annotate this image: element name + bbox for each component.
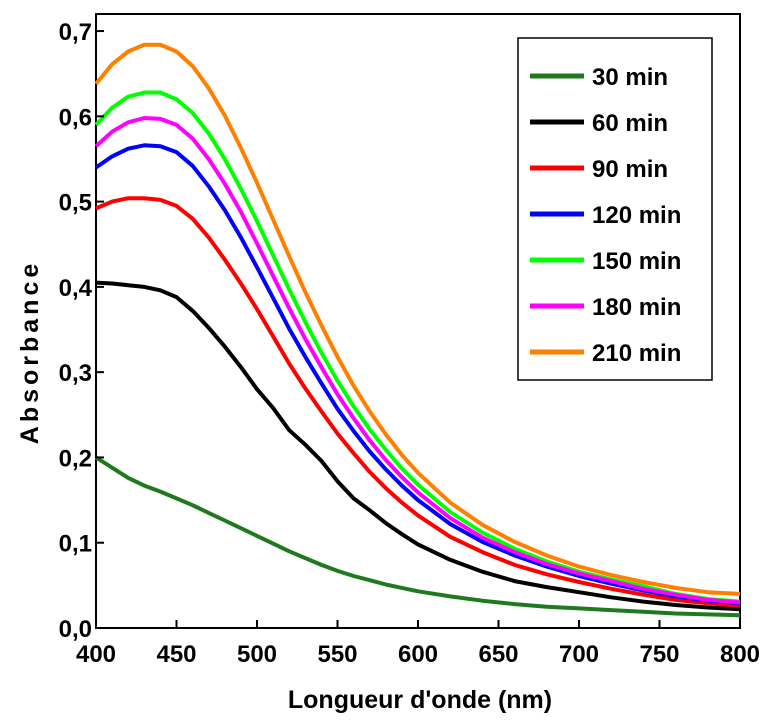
legend-label: 30 min (592, 64, 668, 91)
legend-box (517, 37, 713, 381)
series-line-90-min (95, 196, 741, 608)
x-tick-label: 450 (156, 641, 196, 668)
series-line-210-min (94, 42, 741, 596)
x-tick-label: 400 (76, 641, 116, 668)
legend-label: 210 min (592, 340, 681, 367)
x-tick-label: 800 (720, 641, 760, 668)
x-axis-title: Longueur d'onde (nm) (288, 686, 552, 714)
legend-label: 60 min (592, 110, 668, 137)
x-tick-label: 500 (237, 641, 277, 668)
legend-items: 30 min 60 min 90 min 120 min 150 min 180 min 2… (530, 64, 681, 367)
x-tick-label: 650 (478, 641, 518, 668)
series-line-180-min (94, 116, 741, 605)
series-layer (94, 42, 741, 618)
y-tick-label: 0,1 (59, 531, 92, 558)
x-tick-label: 700 (559, 641, 599, 668)
legend-label: 90 min (592, 156, 668, 183)
y-tick-label: 0,5 (59, 190, 92, 217)
legend-label: 180 min (592, 294, 681, 321)
y-axis-title: Absorbance (16, 260, 44, 444)
y-tick-label: 0,6 (59, 104, 92, 131)
y-tick-label: 0,0 (59, 616, 92, 643)
y-tick-label: 0,3 (59, 360, 92, 387)
x-tick-label: 600 (398, 641, 438, 668)
x-tick-label: 750 (639, 641, 679, 668)
y-tick-label: 0,2 (59, 445, 92, 472)
legend-label: 120 min (592, 202, 681, 229)
y-tick-label: 0,7 (59, 19, 92, 46)
y-tick-label: 0,4 (59, 275, 93, 302)
axis-layer: 400 450 500 550 600 650 700 750 800 0,0 0,1 0,2 0,3 0… (59, 19, 760, 668)
legend-label: 150 min (592, 248, 681, 275)
series-line-30-min (94, 455, 741, 618)
legend: 30 min 60 min 90 min 120 min 150 min 180 min 2… (517, 37, 713, 381)
series-line-120-min (94, 143, 741, 606)
series-line-60-min (95, 280, 741, 612)
x-tick-label: 550 (317, 641, 357, 668)
